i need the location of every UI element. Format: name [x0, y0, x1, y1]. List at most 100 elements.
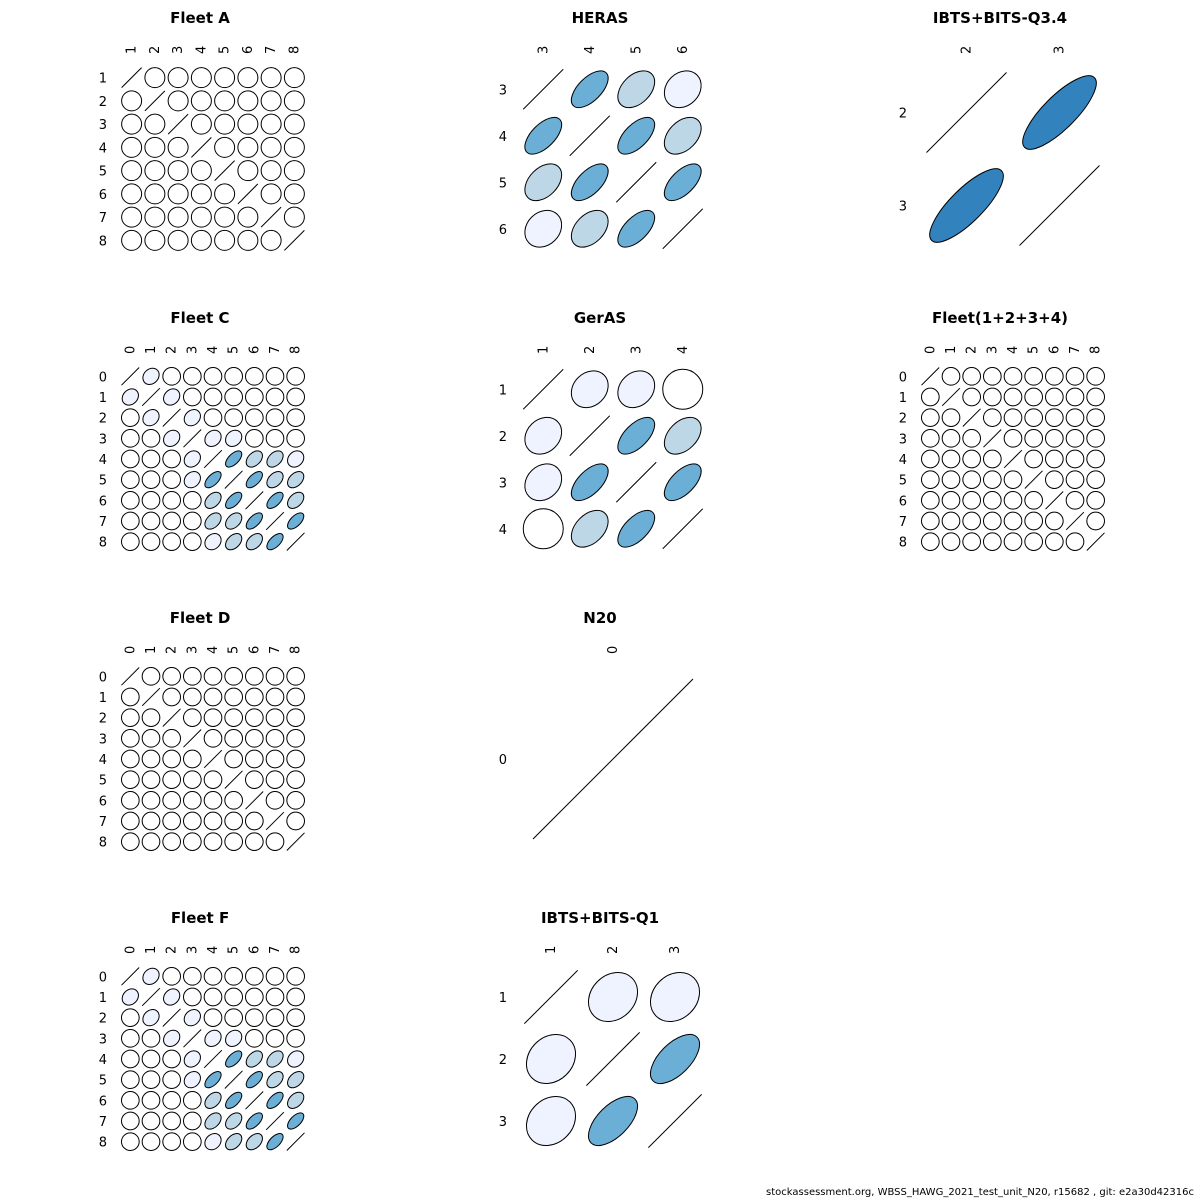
row-label: 2: [899, 107, 907, 122]
correlation-ellipse: [245, 512, 263, 530]
correlation-ellipse: [245, 811, 264, 831]
row-label: 2: [99, 712, 107, 727]
correlation-ellipse: [182, 366, 202, 386]
diagonal-mark: [162, 1008, 181, 1027]
correlation-ellipse: [1086, 387, 1105, 407]
correlation-ellipse: [162, 728, 182, 748]
correlation-ellipse: [120, 1091, 140, 1110]
panel-title: Fleet D: [170, 609, 231, 627]
correlation-ellipse: [167, 136, 189, 158]
column-label: 2: [960, 46, 975, 54]
correlation-ellipse: [920, 428, 940, 448]
correlation-ellipse: [1045, 449, 1064, 469]
correlation-ellipse: [225, 1091, 243, 1109]
correlation-ellipse: [120, 470, 140, 489]
correlation-ellipse: [162, 470, 182, 489]
correlation-ellipse: [121, 832, 140, 852]
column-label: 4: [583, 46, 598, 54]
diagonal-mark: [1065, 511, 1085, 531]
row-label: 2: [99, 95, 107, 110]
diagonal-mark: [245, 491, 264, 510]
correlation-ellipse: [1045, 367, 1064, 386]
correlation-ellipse: [121, 1008, 140, 1028]
correlation-ellipse: [224, 1008, 244, 1028]
row-label: 4: [99, 453, 107, 468]
correlation-ellipse: [524, 163, 563, 202]
correlation-ellipse: [1065, 408, 1085, 428]
correlation-ellipse: [286, 749, 305, 769]
row-label: 1: [899, 391, 907, 406]
correlation-ellipse: [283, 90, 305, 112]
correlation-ellipse: [962, 490, 982, 510]
correlation-ellipse: [120, 449, 140, 469]
correlation-ellipse: [286, 667, 305, 686]
correlation-ellipse: [266, 1050, 284, 1068]
correlation-ellipse: [162, 511, 182, 531]
correlation-ellipse: [204, 429, 222, 447]
diagonal-mark: [237, 183, 259, 205]
correlation-ellipse: [941, 366, 961, 386]
correlation-ellipse: [237, 90, 259, 112]
row-label: 5: [99, 474, 107, 489]
correlation-ellipse: [183, 471, 201, 489]
panel-title: IBTS+BITS-Q1: [541, 909, 659, 927]
correlation-ellipse: [941, 470, 961, 489]
correlation-ellipse: [245, 832, 264, 852]
correlation-ellipse: [1024, 387, 1043, 407]
correlation-ellipse: [142, 367, 160, 385]
diagonal-mark: [662, 208, 704, 250]
correlation-ellipse: [162, 490, 182, 510]
correlation-ellipse: [141, 728, 161, 748]
correlation-ellipse: [214, 113, 236, 135]
correlation-ellipse: [167, 160, 189, 182]
correlation-ellipse: [121, 749, 140, 769]
diagonal-mark: [203, 749, 223, 769]
correlation-ellipse: [283, 136, 305, 158]
correlation-ellipse: [245, 471, 263, 489]
correlation-ellipse: [167, 206, 189, 228]
row-label: 3: [99, 732, 107, 747]
correlation-ellipse: [182, 1091, 202, 1110]
correlation-ellipse: [1024, 408, 1043, 428]
correlation-ellipse: [245, 708, 264, 728]
correlation-ellipse: [265, 770, 285, 790]
column-label: 2: [606, 946, 621, 954]
panel-title: IBTS+BITS-Q3.4: [933, 9, 1067, 27]
correlation-ellipse: [663, 463, 702, 502]
correlation-ellipse: [182, 387, 202, 407]
correlation-ellipse: [162, 832, 182, 852]
correlation-ellipse: [921, 511, 940, 531]
correlation-ellipse: [183, 511, 202, 531]
correlation-ellipse: [1024, 491, 1043, 510]
correlation-ellipse: [204, 1133, 222, 1151]
column-label: 4: [206, 946, 221, 954]
correlation-ellipse: [141, 470, 161, 489]
column-label: 3: [985, 346, 1000, 354]
correlation-ellipse: [587, 971, 639, 1023]
diagonal-mark: [1045, 491, 1064, 510]
column-label: 2: [583, 346, 598, 354]
row-label: 1: [499, 991, 507, 1006]
correlation-ellipse: [287, 471, 305, 489]
diagonal-mark: [203, 1049, 223, 1069]
correlation-ellipse: [570, 463, 609, 502]
diagonal-mark: [224, 1070, 243, 1089]
correlation-ellipse: [141, 490, 161, 510]
panel-4: GerAS 1 2 3 4 1 2 3 4: [499, 309, 704, 550]
correlation-ellipse: [920, 449, 940, 469]
correlation-ellipse: [1065, 449, 1085, 469]
correlation-ellipse: [287, 1091, 305, 1109]
correlation-ellipse: [203, 666, 223, 686]
correlation-ellipse: [237, 67, 259, 89]
row-label: 0: [499, 753, 507, 768]
correlation-ellipse: [1086, 511, 1105, 531]
row-label: 4: [99, 1053, 107, 1068]
correlation-ellipse: [1003, 428, 1023, 448]
row-label: 5: [899, 474, 907, 489]
correlation-ellipse: [570, 70, 609, 109]
correlation-ellipse: [120, 1111, 140, 1131]
correlation-ellipse: [941, 428, 961, 448]
correlation-ellipse: [121, 708, 140, 728]
column-label: 2: [165, 946, 180, 954]
correlation-ellipse: [941, 532, 961, 552]
